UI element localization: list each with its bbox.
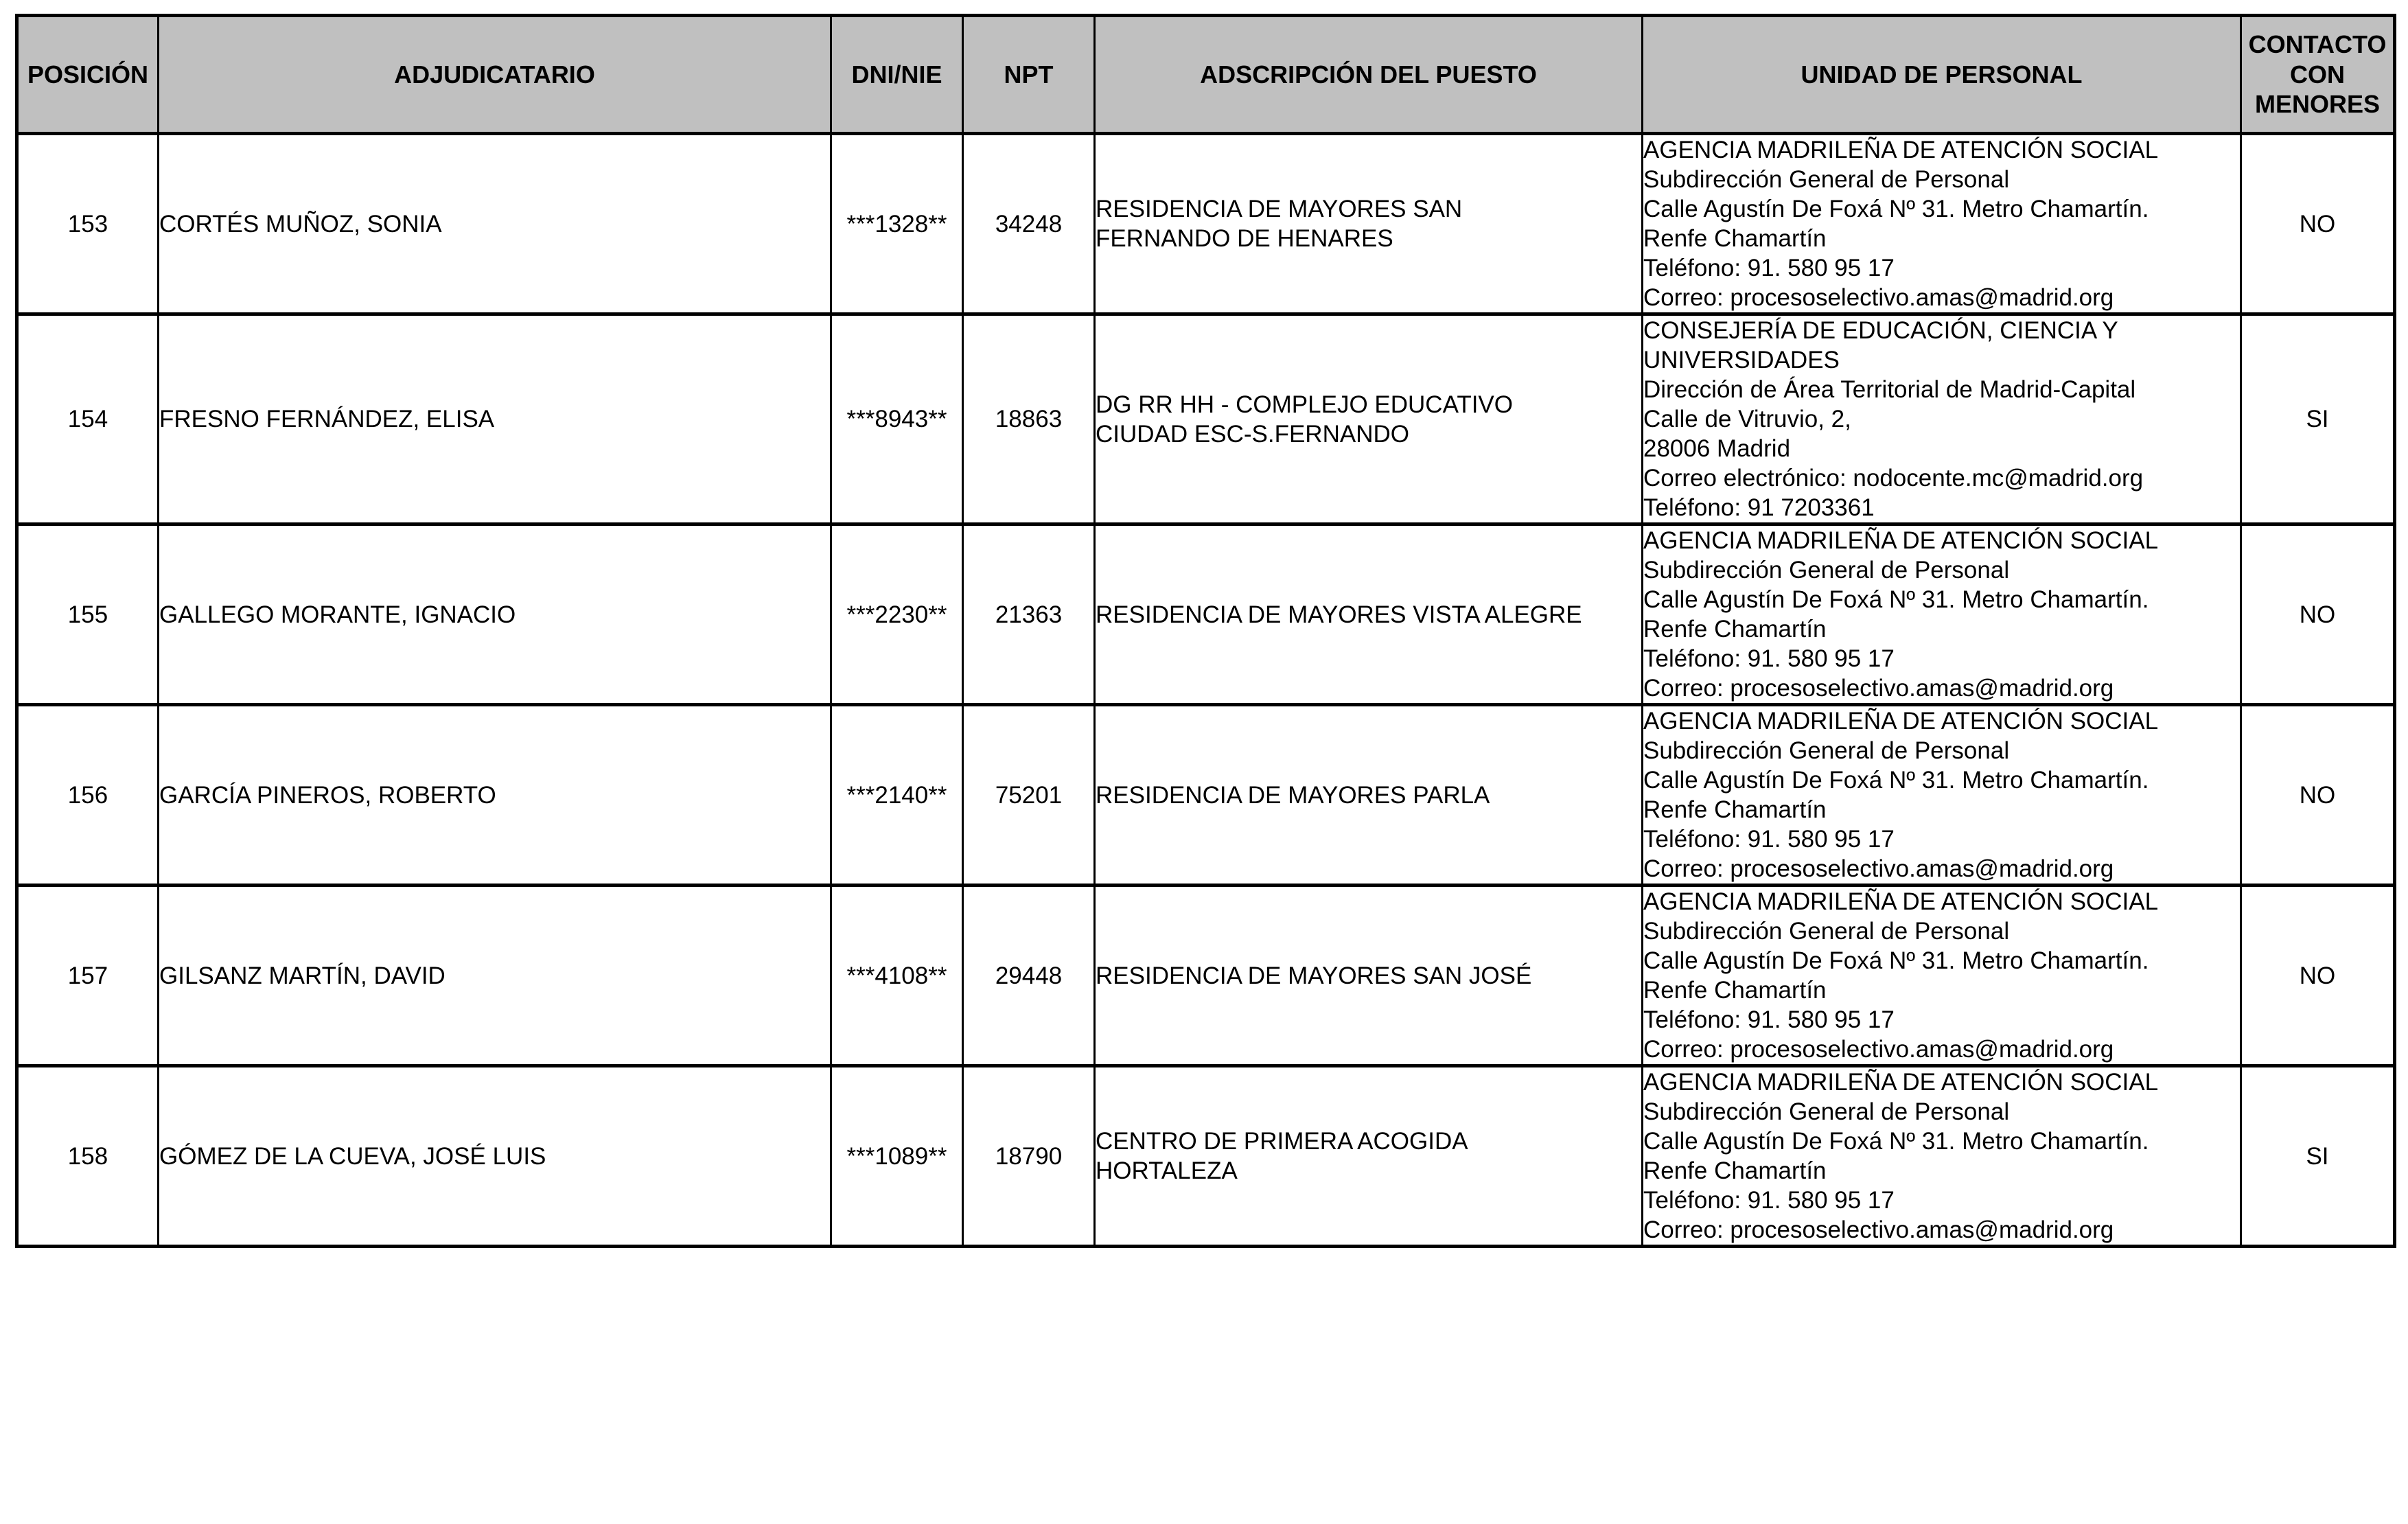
- cell-posicion: 154: [16, 312, 159, 526]
- cell-npt: 34248: [962, 132, 1096, 316]
- cell-adscripcion-del-puesto: RESIDENCIA DE MAYORES SAN JOSÉ: [1093, 884, 1643, 1067]
- cell-adjudicatario: GARCÍA PINEROS, ROBERTO: [157, 703, 832, 887]
- cell-dni-nie: ***2140**: [830, 703, 964, 887]
- cell-unidad-de-personal: AGENCIA MADRILEÑA DE ATENCIÓN SOCIAL Sub…: [1641, 522, 2242, 706]
- cell-dni-nie: ***1328**: [830, 132, 964, 316]
- cell-adjudicatario: GÓMEZ DE LA CUEVA, JOSÉ LUIS: [157, 1064, 832, 1248]
- cell-npt: 75201: [962, 703, 1096, 887]
- header-npt: NPT: [962, 14, 1096, 135]
- cell-unidad-de-personal: CONSEJERÍA DE EDUCACIÓN, CIENCIA Y UNIVE…: [1641, 312, 2242, 526]
- cell-npt: 18863: [962, 312, 1096, 526]
- cell-contacto-con-menores: SI: [2240, 312, 2396, 526]
- cell-adjudicatario: FRESNO FERNÁNDEZ, ELISA: [157, 312, 832, 526]
- cell-unidad-de-personal: AGENCIA MADRILEÑA DE ATENCIÓN SOCIAL Sub…: [1641, 703, 2242, 887]
- cell-contacto-con-menores: NO: [2240, 703, 2396, 887]
- cell-contacto-con-menores: NO: [2240, 132, 2396, 316]
- cell-contacto-con-menores: NO: [2240, 884, 2396, 1067]
- header-dni-nie: DNI/NIE: [830, 14, 964, 135]
- cell-unidad-de-personal: AGENCIA MADRILEÑA DE ATENCIÓN SOCIAL Sub…: [1641, 132, 2242, 316]
- cell-unidad-de-personal: AGENCIA MADRILEÑA DE ATENCIÓN SOCIAL Sub…: [1641, 1064, 2242, 1248]
- header-row: POSICIÓN ADJUDICATARIO DNI/NIE NPT ADSCR…: [16, 14, 2396, 135]
- cell-posicion: 157: [16, 884, 159, 1067]
- table-row: 154 FRESNO FERNÁNDEZ, ELISA ***8943** 18…: [16, 312, 2396, 526]
- header-posicion: POSICIÓN: [16, 14, 159, 135]
- cell-unidad-de-personal: AGENCIA MADRILEÑA DE ATENCIÓN SOCIAL Sub…: [1641, 884, 2242, 1067]
- cell-adscripcion-del-puesto: RESIDENCIA DE MAYORES VISTA ALEGRE: [1093, 522, 1643, 706]
- cell-adscripcion-del-puesto: CENTRO DE PRIMERA ACOGIDA HORTALEZA: [1093, 1064, 1643, 1248]
- table-row: 158 GÓMEZ DE LA CUEVA, JOSÉ LUIS ***1089…: [16, 1064, 2396, 1248]
- cell-npt: 18790: [962, 1064, 1096, 1248]
- cell-dni-nie: ***1089**: [830, 1064, 964, 1248]
- cell-adscripcion-del-puesto: RESIDENCIA DE MAYORES SAN FERNANDO DE HE…: [1093, 132, 1643, 316]
- cell-dni-nie: ***2230**: [830, 522, 964, 706]
- table-row: 153 CORTÉS MUÑOZ, SONIA ***1328** 34248 …: [16, 132, 2396, 316]
- header-unidad-de-personal: UNIDAD DE PERSONAL: [1641, 14, 2242, 135]
- cell-contacto-con-menores: SI: [2240, 1064, 2396, 1248]
- table-row: 156 GARCÍA PINEROS, ROBERTO ***2140** 75…: [16, 703, 2396, 887]
- cell-dni-nie: ***4108**: [830, 884, 964, 1067]
- cell-posicion: 153: [16, 132, 159, 316]
- table-row: 155 GALLEGO MORANTE, IGNACIO ***2230** 2…: [16, 522, 2396, 706]
- cell-posicion: 156: [16, 703, 159, 887]
- header-adjudicatario: ADJUDICATARIO: [157, 14, 832, 135]
- cell-npt: 21363: [962, 522, 1096, 706]
- cell-npt: 29448: [962, 884, 1096, 1067]
- cell-adscripcion-del-puesto: RESIDENCIA DE MAYORES PARLA: [1093, 703, 1643, 887]
- cell-adjudicatario: CORTÉS MUÑOZ, SONIA: [157, 132, 832, 316]
- cell-posicion: 158: [16, 1064, 159, 1248]
- cell-dni-nie: ***8943**: [830, 312, 964, 526]
- cell-contacto-con-menores: NO: [2240, 522, 2396, 706]
- adjudicatarios-table: POSICIÓN ADJUDICATARIO DNI/NIE NPT ADSCR…: [15, 14, 2396, 1248]
- cell-adjudicatario: GALLEGO MORANTE, IGNACIO: [157, 522, 832, 706]
- header-contacto-con-menores: CONTACTO CON MENORES: [2240, 14, 2396, 135]
- document-page: POSICIÓN ADJUDICATARIO DNI/NIE NPT ADSCR…: [15, 14, 2396, 1248]
- table-row: 157 GILSANZ MARTÍN, DAVID ***4108** 2944…: [16, 884, 2396, 1067]
- cell-adscripcion-del-puesto: DG RR HH - COMPLEJO EDUCATIVO CIUDAD ESC…: [1093, 312, 1643, 526]
- header-adscripcion-del-puesto: ADSCRIPCIÓN DEL PUESTO: [1093, 14, 1643, 135]
- cell-posicion: 155: [16, 522, 159, 706]
- table-body: 153 CORTÉS MUÑOZ, SONIA ***1328** 34248 …: [16, 132, 2396, 1248]
- cell-adjudicatario: GILSANZ MARTÍN, DAVID: [157, 884, 832, 1067]
